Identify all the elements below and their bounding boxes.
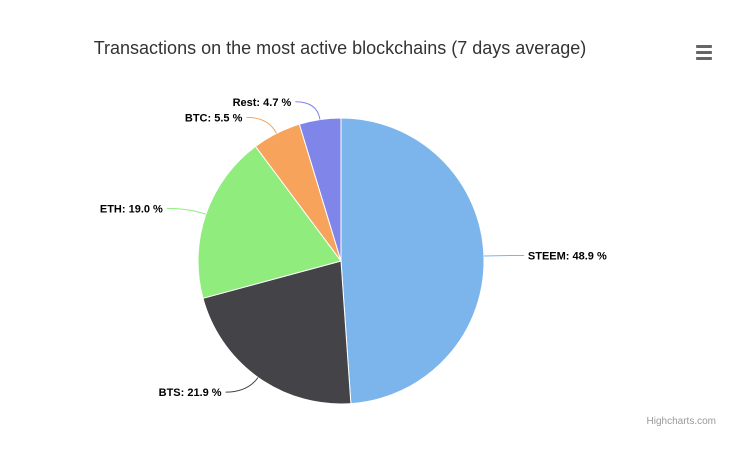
data-label-btc: BTC: 5.5 % bbox=[185, 112, 243, 124]
pie-slice-steem[interactable] bbox=[340, 117, 485, 405]
data-label-eth: ETH: 19.0 % bbox=[100, 203, 163, 215]
pie-slices bbox=[197, 117, 485, 405]
chart-title: Transactions on the most active blockcha… bbox=[94, 38, 587, 58]
data-label-bts: BTS: 21.9 % bbox=[159, 387, 222, 399]
label-connector-bts bbox=[225, 377, 259, 393]
label-connectors bbox=[166, 101, 524, 393]
label-connector-steem bbox=[483, 254, 524, 257]
label-connector-rest bbox=[295, 101, 321, 120]
label-connector-btc bbox=[246, 116, 277, 134]
pie-slice-rest[interactable] bbox=[298, 117, 342, 262]
chart-menu-button[interactable] bbox=[690, 40, 718, 64]
credits-link[interactable]: Highcharts.com bbox=[646, 416, 716, 427]
data-label-steem: STEEM: 48.9 % bbox=[528, 250, 607, 262]
pie-slice-bts[interactable] bbox=[202, 260, 352, 405]
data-label-rest: Rest: 4.7 % bbox=[233, 97, 292, 109]
data-labels: STEEM: 48.9 % BTS: 21.9 % ETH: 19.0 % BTC: … bbox=[100, 97, 607, 399]
label-connector-eth bbox=[166, 207, 207, 215]
